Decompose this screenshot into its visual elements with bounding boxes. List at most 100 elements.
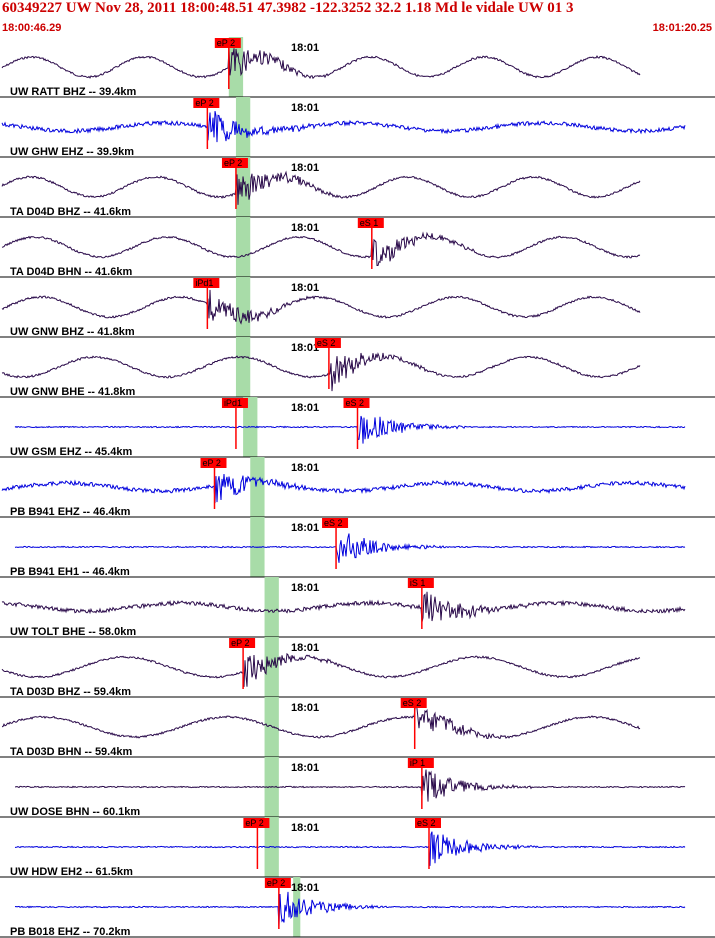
- pick-label: eP 2: [203, 458, 221, 468]
- pick-label: eS 1: [360, 218, 379, 228]
- trace-panel: 18:01 eS 1 TA D04D BHN -- 41.6km: [0, 217, 715, 278]
- time-mark: 18:01: [291, 642, 319, 654]
- time-mark: 18:01: [291, 342, 319, 354]
- waveform: [14, 831, 686, 866]
- pick-window: [235, 337, 251, 397]
- station-label: PB B018 EHZ -- 70.2km: [10, 926, 131, 938]
- trace-panel: 18:01 eP 2 PB B941 EHZ -- 46.4km: [0, 457, 715, 518]
- pick-flag: [221, 398, 248, 408]
- time-mark: 18:01: [291, 822, 319, 834]
- time-mark: 18:01: [291, 102, 319, 114]
- station-label: PB B941 EHZ -- 46.4km: [10, 506, 131, 518]
- pick-flag: [357, 218, 384, 228]
- header: 60349227 UW Nov 28, 2011 18:00:48.51 47.…: [0, 0, 715, 37]
- station-label: PB B941 EH1 -- 46.4km: [10, 566, 130, 578]
- end-time: 18:01:20.25: [652, 22, 712, 34]
- station-label: TA D03D BHZ -- 59.4km: [10, 686, 131, 698]
- time-mark: 18:01: [291, 282, 319, 294]
- pick-label: iPd1: [224, 398, 242, 408]
- pick-flag: [193, 98, 220, 108]
- pick-window: [264, 637, 279, 697]
- station-label: UW GNW BHE -- 41.8km: [10, 386, 136, 398]
- pick-label: eP 2: [245, 818, 263, 828]
- pick-flag: [343, 398, 370, 408]
- trace-panel: 18:01 eS 2 PB B941 EH1 -- 46.4km: [0, 517, 715, 578]
- trace-panel: 18:01 eP 2 TA D03D BHZ -- 59.4km: [0, 637, 715, 698]
- pick-flag: [264, 878, 291, 888]
- waveform: [14, 533, 686, 563]
- waveform: [1, 289, 641, 325]
- station-label: TA D03D BHN -- 59.4km: [10, 746, 132, 758]
- pick-flag: [243, 818, 270, 828]
- station-label: UW RATT BHZ -- 39.4km: [10, 86, 137, 98]
- trace-panel: 18:01 eP 2 eS 2 UW HDW EH2 -- 61.5km: [0, 817, 715, 878]
- waveform: [1, 352, 641, 392]
- waveform: [1, 231, 641, 266]
- trace-panel: 18:01 eP 2 UW GHW EHZ -- 39.9km: [0, 97, 715, 158]
- time-mark: 18:01: [291, 462, 319, 474]
- pick-window: [250, 457, 265, 517]
- trace-panel: 18:01 iP 1 UW DOSE BHN -- 60.1km: [0, 757, 715, 818]
- pick-window: [235, 97, 251, 157]
- event-title: 60349227 UW Nov 28, 2011 18:00:48.51 47.…: [2, 0, 574, 16]
- pick-label: iP 1: [410, 758, 425, 768]
- waveform: [1, 110, 686, 143]
- waveform: [1, 48, 641, 80]
- pick-flag: [415, 818, 441, 828]
- pick-label: eP 2: [217, 38, 235, 48]
- pick-window: [235, 217, 251, 277]
- trace-panel: 18:01 iPd1 eS 2 UW GSM EHZ -- 45.4km: [0, 397, 715, 458]
- station-label: UW GSM EHZ -- 45.4km: [10, 446, 132, 458]
- trace-panel: 18:01 iS 1 UW TOLT BHE -- 58.0km: [0, 577, 715, 638]
- pick-label: eS 2: [324, 518, 343, 528]
- pick-label: eS 2: [317, 338, 336, 348]
- waveform: [1, 702, 641, 740]
- pick-label: eP 2: [231, 638, 249, 648]
- pick-flag: [407, 758, 434, 768]
- waveform: [1, 170, 641, 205]
- pick-flag: [322, 518, 349, 528]
- time-mark: 18:01: [291, 222, 319, 234]
- trace-panel: 18:01 eP 2 PB B018 EHZ -- 70.2km: [0, 877, 715, 938]
- pick-label: eP 2: [224, 158, 242, 168]
- waveform: [1, 652, 641, 687]
- station-label: UW HDW EH2 -- 61.5km: [10, 866, 133, 878]
- pick-label: eS 2: [417, 818, 436, 828]
- pick-window: [235, 277, 251, 337]
- station-label: TA D04D BHN -- 41.6km: [10, 266, 132, 278]
- pick-flag: [407, 578, 434, 588]
- pick-label: iPd1: [195, 278, 213, 288]
- time-mark: 18:01: [291, 402, 319, 414]
- pick-flag: [200, 458, 227, 468]
- time-mark: 18:01: [291, 762, 319, 774]
- time-mark: 18:01: [291, 522, 319, 534]
- pick-label: eP 2: [195, 98, 213, 108]
- station-label: UW GHW EHZ -- 39.9km: [10, 146, 134, 158]
- waveform: [1, 591, 686, 623]
- trace-panel: 18:01 eP 2 TA D04D BHZ -- 41.6km: [0, 157, 715, 218]
- trace-panel: 18:01 iPd1 UW GNW BHZ -- 41.8km: [0, 277, 715, 338]
- pick-flag: [400, 698, 427, 708]
- pick-flag: [314, 338, 341, 348]
- trace-panel: 18:01 eS 2 TA D03D BHN -- 59.4km: [0, 697, 715, 758]
- pick-flag: [229, 638, 256, 648]
- pick-flag: [193, 278, 220, 288]
- pick-label: eS 2: [346, 398, 365, 408]
- station-label: UW GNW BHZ -- 41.8km: [10, 326, 135, 338]
- time-mark: 18:01: [291, 582, 319, 594]
- time-mark: 18:01: [291, 702, 319, 714]
- seismogram-panel[interactable]: 18:01 eP 2 UW RATT BHZ -- 39.4km 18:01 eP 2 U…: [0, 37, 715, 938]
- station-label: TA D04D BHZ -- 41.6km: [10, 206, 131, 218]
- pick-window: [293, 877, 301, 937]
- pick-flag: [214, 38, 241, 48]
- pick-window: [235, 157, 251, 217]
- time-mark: 18:01: [291, 162, 319, 174]
- waveform: [15, 769, 686, 802]
- waveform: [14, 415, 686, 444]
- waveform: [14, 891, 686, 928]
- waveform: [1, 473, 686, 504]
- pick-label: eP 2: [267, 878, 285, 888]
- start-time: 18:00:46.29: [2, 22, 62, 34]
- time-mark: 18:01: [291, 882, 319, 894]
